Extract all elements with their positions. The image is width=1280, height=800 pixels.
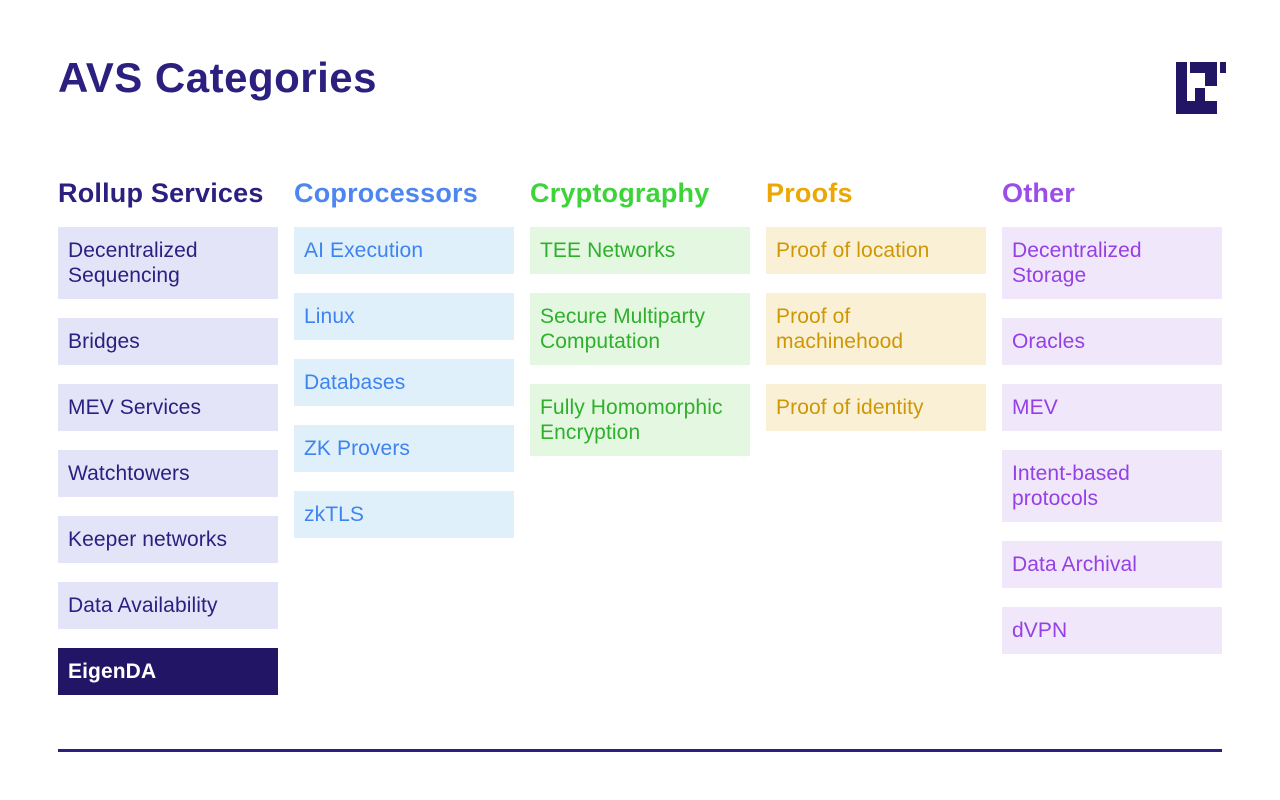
item-data-availability: Data Availability [58,582,278,629]
item-decentralized-sequencing: Decentralized Sequencing [58,227,278,299]
item-fully-homomorphic-encryption: Fully Homomorphic Encryption [530,384,750,456]
column-header-proofs: Proofs [766,178,853,208]
item-eigenda: EigenDA [58,648,278,695]
item-linux: Linux [294,293,514,340]
column-header-other: Other [1002,178,1076,208]
item-databases: Databases [294,359,514,406]
page-title: AVS Categories [58,54,377,101]
column-rollup-services: Rollup Services Decentralized Sequencing… [58,180,278,714]
column-header-rollup-services: Rollup Services [58,178,264,208]
item-proof-of-location: Proof of location [766,227,986,274]
item-tee-networks: TEE Networks [530,227,750,274]
item-mev-services: MEV Services [58,384,278,431]
item-zktls: zkTLS [294,491,514,538]
item-keeper-networks: Keeper networks [58,516,278,563]
item-proof-of-identity: Proof of identity [766,384,986,431]
category-columns: Rollup Services Decentralized Sequencing… [58,180,1222,714]
item-watchtowers: Watchtowers [58,450,278,497]
item-dvpn: dVPN [1002,607,1222,654]
pixel-block-logo-icon [1176,62,1226,114]
bottom-divider [58,749,1222,752]
item-data-archival: Data Archival [1002,541,1222,588]
item-bridges: Bridges [58,318,278,365]
item-mev: MEV [1002,384,1222,431]
item-oracles: Oracles [1002,318,1222,365]
column-cryptography: Cryptography TEE Networks Secure Multipa… [530,180,750,714]
item-secure-multiparty-computation: Secure Multiparty Computation [530,293,750,365]
column-coprocessors: Coprocessors AI Execution Linux Database… [294,180,514,714]
item-decentralized-storage: Decentralized Storage [1002,227,1222,299]
item-zk-provers: ZK Provers [294,425,514,472]
column-other: Other Decentralized Storage Oracles MEV … [1002,180,1222,714]
column-header-cryptography: Cryptography [530,178,710,208]
item-intent-based-protocols: Intent-based protocols [1002,450,1222,522]
column-proofs: Proofs Proof of location Proof of machin… [766,180,986,714]
item-proof-of-machinehood: Proof of machinehood [766,293,986,365]
item-ai-execution: AI Execution [294,227,514,274]
column-header-coprocessors: Coprocessors [294,178,478,208]
